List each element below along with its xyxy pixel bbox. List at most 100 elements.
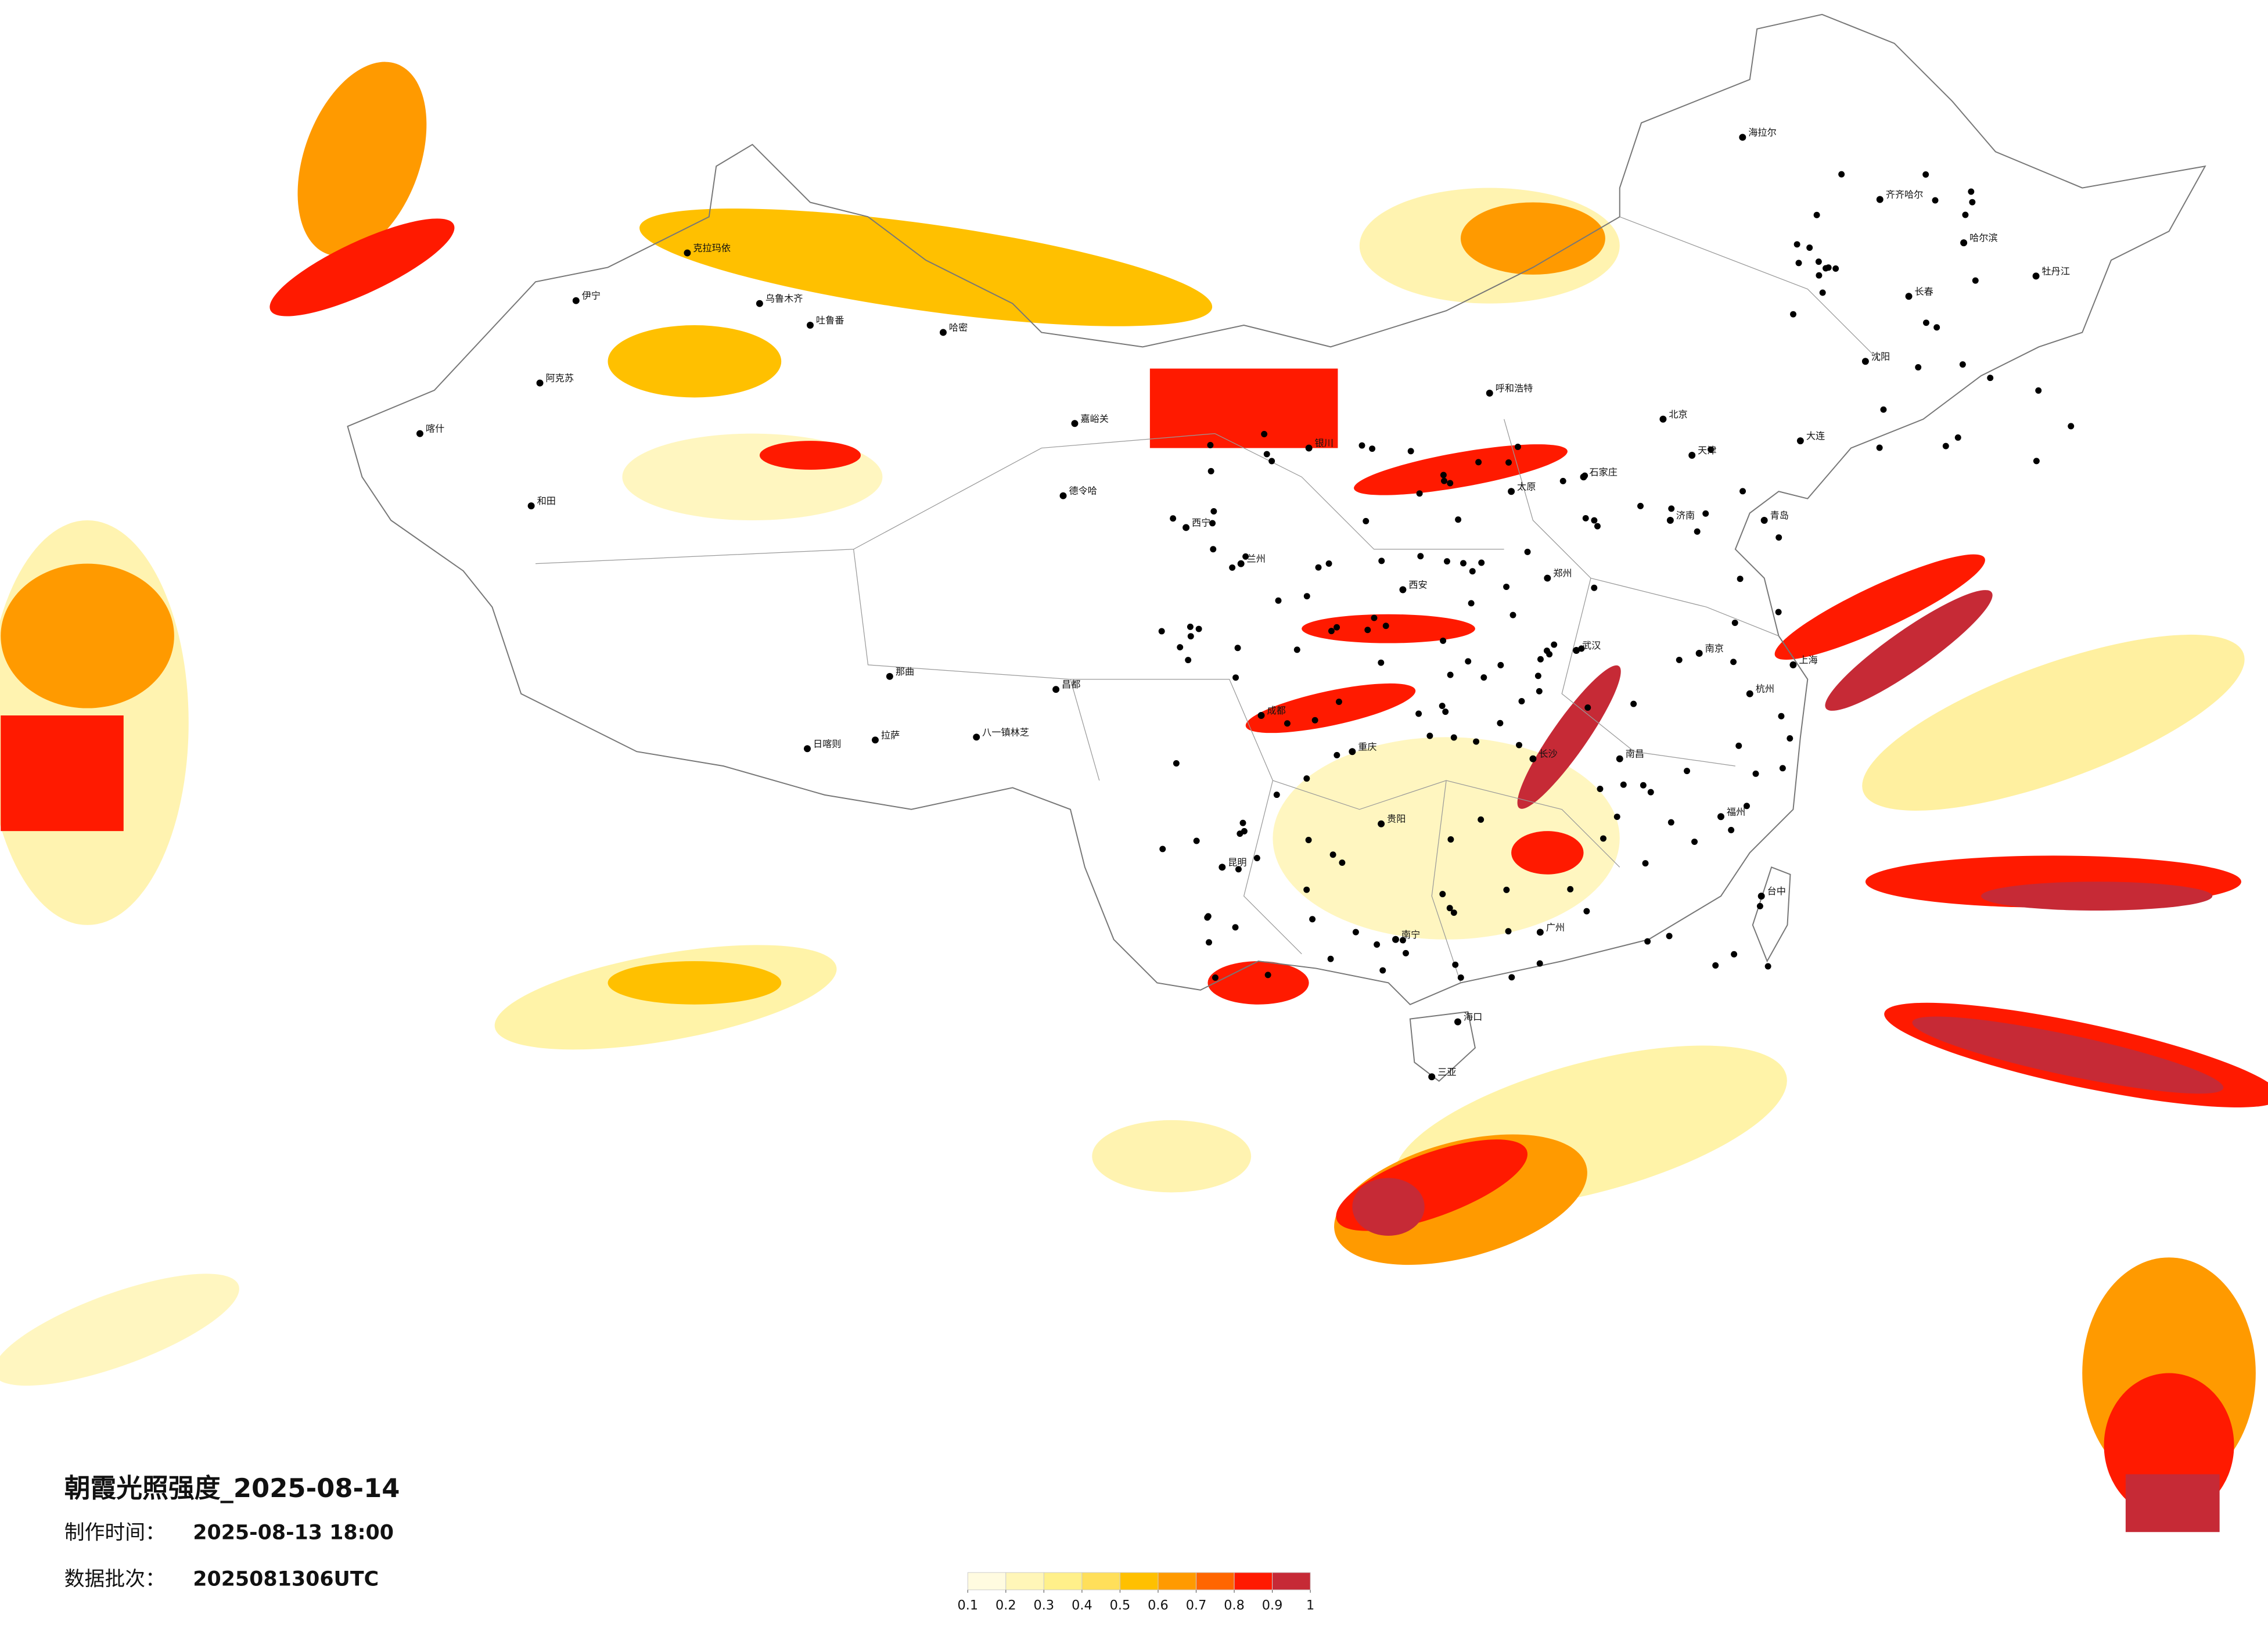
city-dot xyxy=(1335,699,1342,705)
city-dot xyxy=(1573,647,1580,654)
city-dot xyxy=(1793,241,1800,248)
heat-patch xyxy=(0,1274,239,1386)
city-dot xyxy=(1454,1018,1461,1026)
city-label: 那曲 xyxy=(896,666,914,677)
city-label: 伊宁 xyxy=(582,290,601,301)
city-label: 哈尔滨 xyxy=(1969,232,1997,243)
city-dot xyxy=(1497,720,1504,726)
city-label: 和田 xyxy=(537,495,556,506)
city-dot xyxy=(1417,553,1424,560)
city-label: 重庆 xyxy=(1358,741,1376,752)
city-dot xyxy=(1739,134,1746,141)
legend: 0.1 0.2 0.3 0.4 0.5 0.6 0.7 0.8 0.9 1 xyxy=(957,1572,1314,1613)
heat-patch xyxy=(1511,831,1584,875)
city-dot xyxy=(1469,568,1476,575)
city-dot xyxy=(1253,855,1260,862)
heat-patch xyxy=(608,325,782,398)
city-dot xyxy=(1442,708,1449,715)
city-dot xyxy=(1187,623,1194,630)
city-dot xyxy=(1905,293,1913,300)
city-label: 上海 xyxy=(1799,654,1817,665)
city-label: 广州 xyxy=(1546,922,1565,933)
city-dot xyxy=(1580,473,1587,481)
city-label: 郑州 xyxy=(1553,568,1572,579)
city-dot xyxy=(1757,893,1765,900)
province-lines xyxy=(535,216,1881,983)
city-dot xyxy=(1455,516,1462,523)
city-dot xyxy=(1666,517,1674,524)
city-label: 日喀则 xyxy=(813,738,841,749)
city-label: 沈阳 xyxy=(1871,351,1890,362)
city-label: 拉萨 xyxy=(881,729,900,740)
city-label: 台中 xyxy=(1767,886,1786,897)
city-dot xyxy=(1597,786,1604,792)
city-dot xyxy=(1578,645,1585,652)
city-dot xyxy=(1185,657,1192,664)
city-label: 哈密 xyxy=(949,322,968,333)
city-dot xyxy=(1795,260,1802,267)
city-dot xyxy=(1369,445,1376,452)
heat-patch xyxy=(1774,554,1985,660)
city-dot xyxy=(1440,472,1447,479)
city-dot xyxy=(572,297,580,304)
city-label: 海口 xyxy=(1464,1012,1482,1023)
city-dot xyxy=(1505,928,1512,935)
heat-patch xyxy=(1092,1120,1252,1193)
city-dot xyxy=(1806,244,1813,251)
data-batch-value: 2025081306UTC xyxy=(193,1567,379,1591)
city-label: 德令哈 xyxy=(1069,485,1097,497)
city-dot xyxy=(1832,265,1839,272)
city-dot xyxy=(1775,534,1782,541)
city-dot xyxy=(1177,644,1184,651)
city-dot xyxy=(807,322,814,329)
city-dot xyxy=(1207,467,1214,474)
city-dot xyxy=(1969,199,1976,206)
legend-tick-label: 0.9 xyxy=(1262,1598,1283,1613)
city-dot xyxy=(1543,647,1550,654)
legend-swatch xyxy=(1043,1572,1083,1591)
city-dot xyxy=(1159,846,1166,852)
city-dot xyxy=(1933,324,1940,331)
city-dot xyxy=(1584,704,1591,711)
city-dot xyxy=(1630,700,1637,707)
city-label: 南宁 xyxy=(1401,929,1420,940)
city-dot xyxy=(1210,508,1217,515)
city-dot xyxy=(1232,674,1239,681)
city-dot xyxy=(1503,584,1510,591)
city-dot xyxy=(1450,909,1457,916)
city-dot xyxy=(1234,645,1241,652)
city-dot xyxy=(1352,929,1359,936)
city-label: 齐齐哈尔 xyxy=(1886,189,1924,200)
city-label: 西宁 xyxy=(1192,517,1210,528)
city-dot xyxy=(1378,659,1385,666)
city-dot xyxy=(1779,765,1786,772)
city-dot xyxy=(527,502,535,510)
city-label: 大连 xyxy=(1806,430,1825,441)
city-dot xyxy=(1756,902,1763,909)
city-dot xyxy=(1591,517,1598,524)
city-dot xyxy=(1861,358,1869,365)
heat-patch xyxy=(1825,590,1993,711)
city-dot xyxy=(1473,738,1480,745)
city-dot xyxy=(1229,564,1236,571)
city-dot xyxy=(1778,713,1785,720)
city-dot xyxy=(1505,459,1512,466)
heat-patch xyxy=(759,441,861,470)
city-label: 太原 xyxy=(1517,481,1536,492)
city-label: 长春 xyxy=(1915,286,1933,297)
city-label: 三亚 xyxy=(1437,1066,1456,1077)
city-dot xyxy=(872,736,879,744)
city-dot xyxy=(1273,792,1280,798)
city-dot xyxy=(1209,520,1216,527)
city-dot xyxy=(1382,623,1389,629)
city-dot xyxy=(1239,819,1246,826)
city-label: 昆明 xyxy=(1228,857,1246,868)
city-dot xyxy=(1816,272,1823,279)
legend-swatch xyxy=(1005,1572,1044,1591)
city-dot xyxy=(1195,625,1202,632)
city-dot xyxy=(1838,171,1845,178)
city-label: 昌都 xyxy=(1062,679,1080,690)
city-dot xyxy=(1717,813,1724,821)
city-dot xyxy=(1702,510,1709,517)
city-dot xyxy=(1551,641,1558,648)
